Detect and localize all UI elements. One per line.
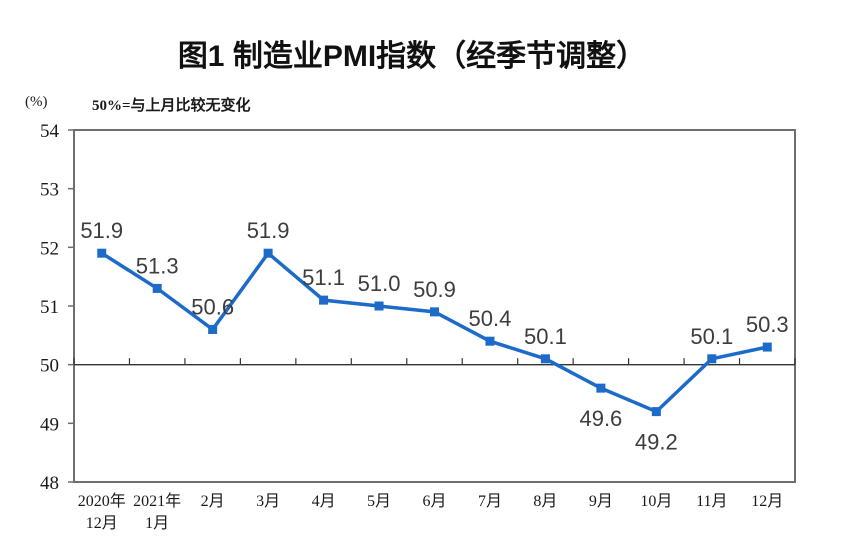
data-point-marker — [762, 342, 772, 352]
y-tick-label: 51 — [40, 297, 59, 318]
data-point-label: 50.4 — [469, 306, 512, 331]
data-point-label: 49.2 — [635, 430, 678, 455]
x-tick-label: 2月 — [201, 493, 225, 510]
y-axis-unit-label: (%) — [25, 94, 48, 110]
data-point-label: 50.1 — [690, 324, 733, 349]
data-point-label: 51.9 — [80, 218, 123, 243]
data-point-marker — [596, 383, 606, 393]
y-tick-label: 52 — [40, 238, 59, 259]
x-tick-label: 1月 — [145, 515, 169, 532]
x-tick-label: 11月 — [696, 493, 727, 510]
data-point-label: 50.6 — [191, 294, 234, 319]
x-tick-label: 2021年 — [133, 492, 181, 510]
data-point-marker — [430, 307, 439, 317]
data-point-marker — [152, 283, 162, 293]
y-tick-label: 50 — [40, 356, 59, 377]
data-point-label: 51.3 — [136, 253, 179, 278]
x-tick-label: 3月 — [256, 493, 280, 510]
data-point-marker — [374, 301, 384, 311]
data-point-label: 51.0 — [358, 271, 401, 296]
y-tick-label: 48 — [40, 473, 59, 494]
x-tick-label: 4月 — [312, 493, 336, 510]
x-tick-label: 5月 — [367, 493, 391, 510]
chart-title: 图1 制造业PMI指数（经季节调整） — [177, 40, 647, 73]
data-point-label: 49.6 — [579, 406, 622, 431]
x-tick-label: 6月 — [422, 493, 446, 510]
reference-note: 50%=与上月比较无变化 — [92, 98, 251, 114]
data-point-marker — [485, 336, 495, 346]
data-point-marker — [707, 354, 717, 364]
data-point-marker — [319, 295, 329, 305]
data-point-label: 51.9 — [247, 218, 290, 243]
x-tick-label: 8月 — [533, 493, 557, 510]
data-point-label: 50.1 — [524, 324, 567, 349]
data-point-label: 50.9 — [413, 277, 456, 302]
y-tick-label: 54 — [40, 121, 60, 142]
data-point-marker — [208, 324, 218, 334]
data-point-label: 50.3 — [746, 312, 789, 337]
data-point-marker — [540, 354, 550, 364]
x-tick-label: 2020年 — [78, 492, 126, 510]
y-tick-label: 49 — [40, 414, 59, 435]
x-tick-label: 12月 — [86, 515, 118, 532]
x-tick-label: 12月 — [751, 493, 783, 510]
data-point-marker — [97, 248, 107, 258]
x-tick-label: 7月 — [478, 493, 502, 510]
x-tick-label: 9月 — [589, 493, 613, 510]
data-point-marker — [651, 407, 661, 417]
x-tick-label: 10月 — [640, 493, 672, 510]
data-point-marker — [263, 248, 273, 258]
y-tick-label: 53 — [40, 180, 59, 201]
data-point-label: 51.1 — [302, 265, 345, 290]
